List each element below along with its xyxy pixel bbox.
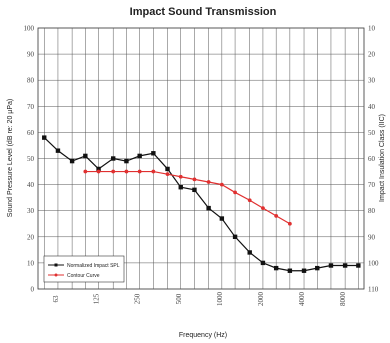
series-1-point-4 <box>137 169 142 174</box>
series-0-point-14 <box>232 234 238 239</box>
series-1-point-3 <box>124 169 129 174</box>
y2-tick-label-2: 90 <box>368 233 376 241</box>
series-0-point-8 <box>151 151 156 156</box>
y2-tick-label-10: 10 <box>368 25 376 33</box>
series-0-point-1 <box>55 148 61 153</box>
x-tick-label-2: 250 <box>134 293 142 304</box>
y2-tick-label-7: 40 <box>368 103 376 111</box>
y2-tick-label-6: 50 <box>368 129 376 137</box>
series-1-point-11 <box>233 190 237 195</box>
series-1-point-14 <box>274 214 279 218</box>
x-tick-label-7: 8000 <box>339 292 347 307</box>
series-1-point-15 <box>287 221 292 226</box>
series-0-point-9 <box>165 166 170 172</box>
series-0-point-11 <box>192 187 197 193</box>
series-1-point-8 <box>192 177 197 182</box>
grid <box>38 27 364 290</box>
legend-label-0: Normalized Impact SPL <box>67 263 120 269</box>
x-tick-label-6: 4000 <box>298 292 306 307</box>
series-0-point-12 <box>206 205 211 211</box>
y2-tick-label-4: 70 <box>368 181 376 189</box>
x-axis-label: Frequency (Hz) <box>179 332 227 339</box>
y2-tick-label-0: 110 <box>368 286 379 294</box>
legend: Normalized Impact SPL Contour Curve <box>43 255 125 283</box>
series-layer <box>42 135 361 273</box>
y-axis-ticks: 0 10 20 30 40 50 60 70 80 90 100 <box>24 25 35 294</box>
y2-axis-label: Impact Insulation Class (IIC) <box>379 114 386 202</box>
y-tick-label-9: 90 <box>27 51 35 59</box>
series-line-0 <box>43 137 359 272</box>
y2-tick-label-5: 60 <box>368 155 376 163</box>
series-0-point-13 <box>219 216 225 221</box>
series-0-point-19 <box>301 268 307 273</box>
y2-tick-label-1: 100 <box>368 259 379 267</box>
y-tick-label-5: 50 <box>27 155 35 163</box>
series-0-point-7 <box>137 153 142 159</box>
y-axis-label: Sound Pressure Level (dB re: 20 µPa) <box>7 99 14 217</box>
series-0-point-5 <box>111 156 116 161</box>
series-0-point-23 <box>356 263 361 268</box>
legend-label-1: Contour Curve <box>67 273 100 279</box>
series-0-point-2 <box>69 158 75 164</box>
series-0-point-16 <box>260 260 266 266</box>
series-1-point-5 <box>151 169 156 174</box>
series-1-point-2 <box>111 169 116 174</box>
x-tick-label-0: 63 <box>52 295 60 303</box>
series-0-point-18 <box>287 268 293 273</box>
y2-tick-label-9: 20 <box>368 51 376 59</box>
series-0-point-10 <box>178 185 183 190</box>
series-0-point-22 <box>342 263 348 268</box>
y2-tick-label-3: 80 <box>368 207 376 215</box>
x-axis-ticks: 63 125 250 500 1000 2000 4000 8000 <box>52 292 347 307</box>
y-tick-label-1: 10 <box>27 259 35 267</box>
series-1-point-7 <box>178 174 183 179</box>
series-0-point-15 <box>247 250 252 255</box>
y-tick-label-3: 30 <box>27 207 35 215</box>
legend-swatch-marker-1 <box>54 273 58 277</box>
y2-tick-label-8: 30 <box>368 77 376 85</box>
series-line-1 <box>85 170 291 225</box>
x-tick-label-5: 2000 <box>257 292 265 307</box>
series-0-point-21 <box>328 263 334 268</box>
x-tick-label-3: 500 <box>175 293 183 304</box>
series-0-point-17 <box>273 265 279 271</box>
legend-box <box>43 255 125 283</box>
series-1-point-13 <box>261 206 265 210</box>
chart-title: Impact Sound Transmission <box>130 6 277 18</box>
y-tick-label-7: 70 <box>27 103 35 111</box>
y-tick-label-4: 40 <box>27 181 35 189</box>
series-0-point-3 <box>83 153 88 159</box>
series-1-point-12 <box>247 198 252 203</box>
y-tick-label-0: 0 <box>31 286 35 294</box>
series-0-point-20 <box>315 265 320 271</box>
series-0-point-6 <box>124 158 129 164</box>
y2-axis-ticks: 110 100 90 80 70 60 50 40 30 20 10 <box>368 25 379 294</box>
y-tick-label-10: 100 <box>24 25 35 33</box>
series-0-point-4 <box>96 166 101 172</box>
legend-swatch-marker-0 <box>54 263 58 267</box>
series-1-point-6 <box>165 172 170 177</box>
y-tick-label-6: 60 <box>27 129 35 137</box>
series-1-point-10 <box>219 182 224 187</box>
y-tick-label-8: 80 <box>27 77 35 85</box>
x-tick-label-1: 125 <box>93 293 101 304</box>
series-0-point-0 <box>42 135 47 140</box>
series-1-point-0 <box>83 169 88 174</box>
series-1-point-1 <box>96 169 101 174</box>
x-tick-label-4: 1000 <box>216 292 224 307</box>
y-tick-label-2: 20 <box>27 233 35 241</box>
series-1-point-9 <box>206 180 211 184</box>
